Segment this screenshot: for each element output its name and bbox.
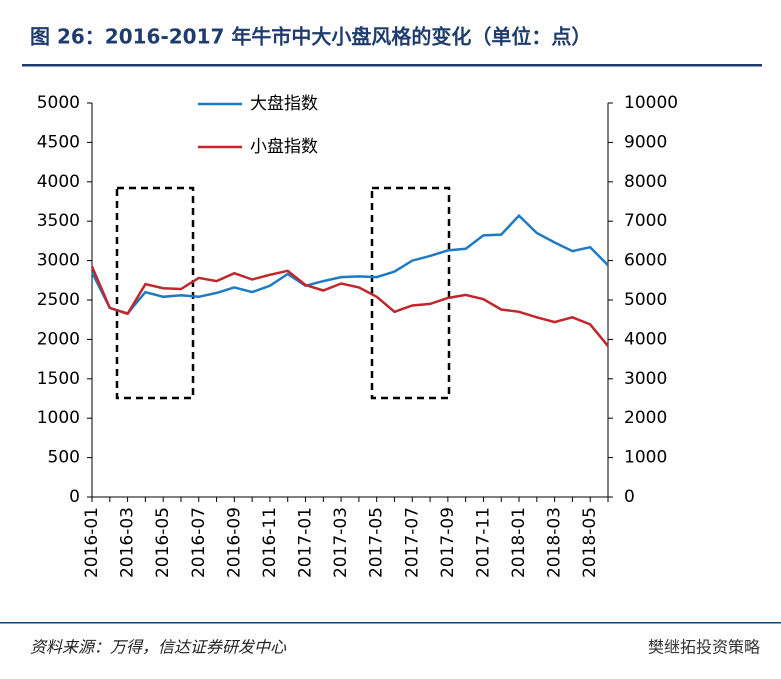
x-tick-label: 2017-01 xyxy=(296,507,316,578)
y-tick-label: 0 xyxy=(69,487,80,507)
y2-tick-label: 6000 xyxy=(624,251,667,271)
y2-tick-label: 0 xyxy=(624,487,635,507)
series-line xyxy=(90,266,609,347)
x-tick-label: 2016-05 xyxy=(153,507,173,578)
legend-label: 小盘指数 xyxy=(250,137,318,157)
x-tick-label: 2018-05 xyxy=(580,507,600,578)
x-tick-label: 2016-03 xyxy=(118,507,138,578)
legend-label: 大盘指数 xyxy=(250,94,318,114)
y2-tick-label: 3000 xyxy=(624,369,667,389)
y2-tick-label: 5000 xyxy=(624,290,667,310)
chart-title: 图 26：2016-2017 年牛市中大小盘风格的变化（单位：点） xyxy=(30,25,591,49)
y-tick-label: 4500 xyxy=(37,132,80,152)
x-tick-label: 2017-09 xyxy=(438,507,458,578)
footer-rule xyxy=(0,622,781,624)
y2-tick-label: 1000 xyxy=(624,448,667,468)
y2-tick-label: 7000 xyxy=(624,211,667,231)
y-tick-label: 2000 xyxy=(37,329,80,349)
y2-tick-label: 2000 xyxy=(624,408,667,428)
y2-tick-label: 4000 xyxy=(624,329,667,349)
x-tick-label: 2018-03 xyxy=(545,507,565,578)
source-note: 资料来源：万得，信达证券研发中心 xyxy=(30,638,287,657)
x-tick-label: 2016-09 xyxy=(224,507,244,578)
x-tick-label: 2017-05 xyxy=(367,507,387,578)
x-tick-label: 2016-11 xyxy=(260,507,280,578)
x-tick-label: 2018-01 xyxy=(509,507,529,578)
title-rule xyxy=(22,64,762,67)
y-tick-label: 500 xyxy=(48,448,80,468)
y-tick-label: 2500 xyxy=(37,290,80,310)
x-tick-label: 2017-03 xyxy=(331,507,351,578)
highlight-box xyxy=(370,186,451,400)
x-tick-label: 2017-07 xyxy=(402,507,422,578)
y-tick-label: 3000 xyxy=(37,251,80,271)
y-tick-label: 5000 xyxy=(37,93,80,113)
x-tick-label: 2016-01 xyxy=(82,507,102,578)
y-tick-label: 1500 xyxy=(37,369,80,389)
highlight-box xyxy=(115,186,195,400)
x-tick-label: 2017-11 xyxy=(473,507,493,578)
x-tick-label: 2016-07 xyxy=(189,507,209,578)
y-tick-label: 3500 xyxy=(37,211,80,231)
y-tick-label: 4000 xyxy=(37,172,80,192)
series-line xyxy=(90,213,609,315)
y2-tick-label: 10000 xyxy=(624,93,678,113)
y-tick-label: 1000 xyxy=(37,408,80,428)
y2-tick-label: 9000 xyxy=(624,132,667,152)
y2-tick-label: 8000 xyxy=(624,172,667,192)
watermark: 樊继拓投资策略 xyxy=(648,638,760,657)
